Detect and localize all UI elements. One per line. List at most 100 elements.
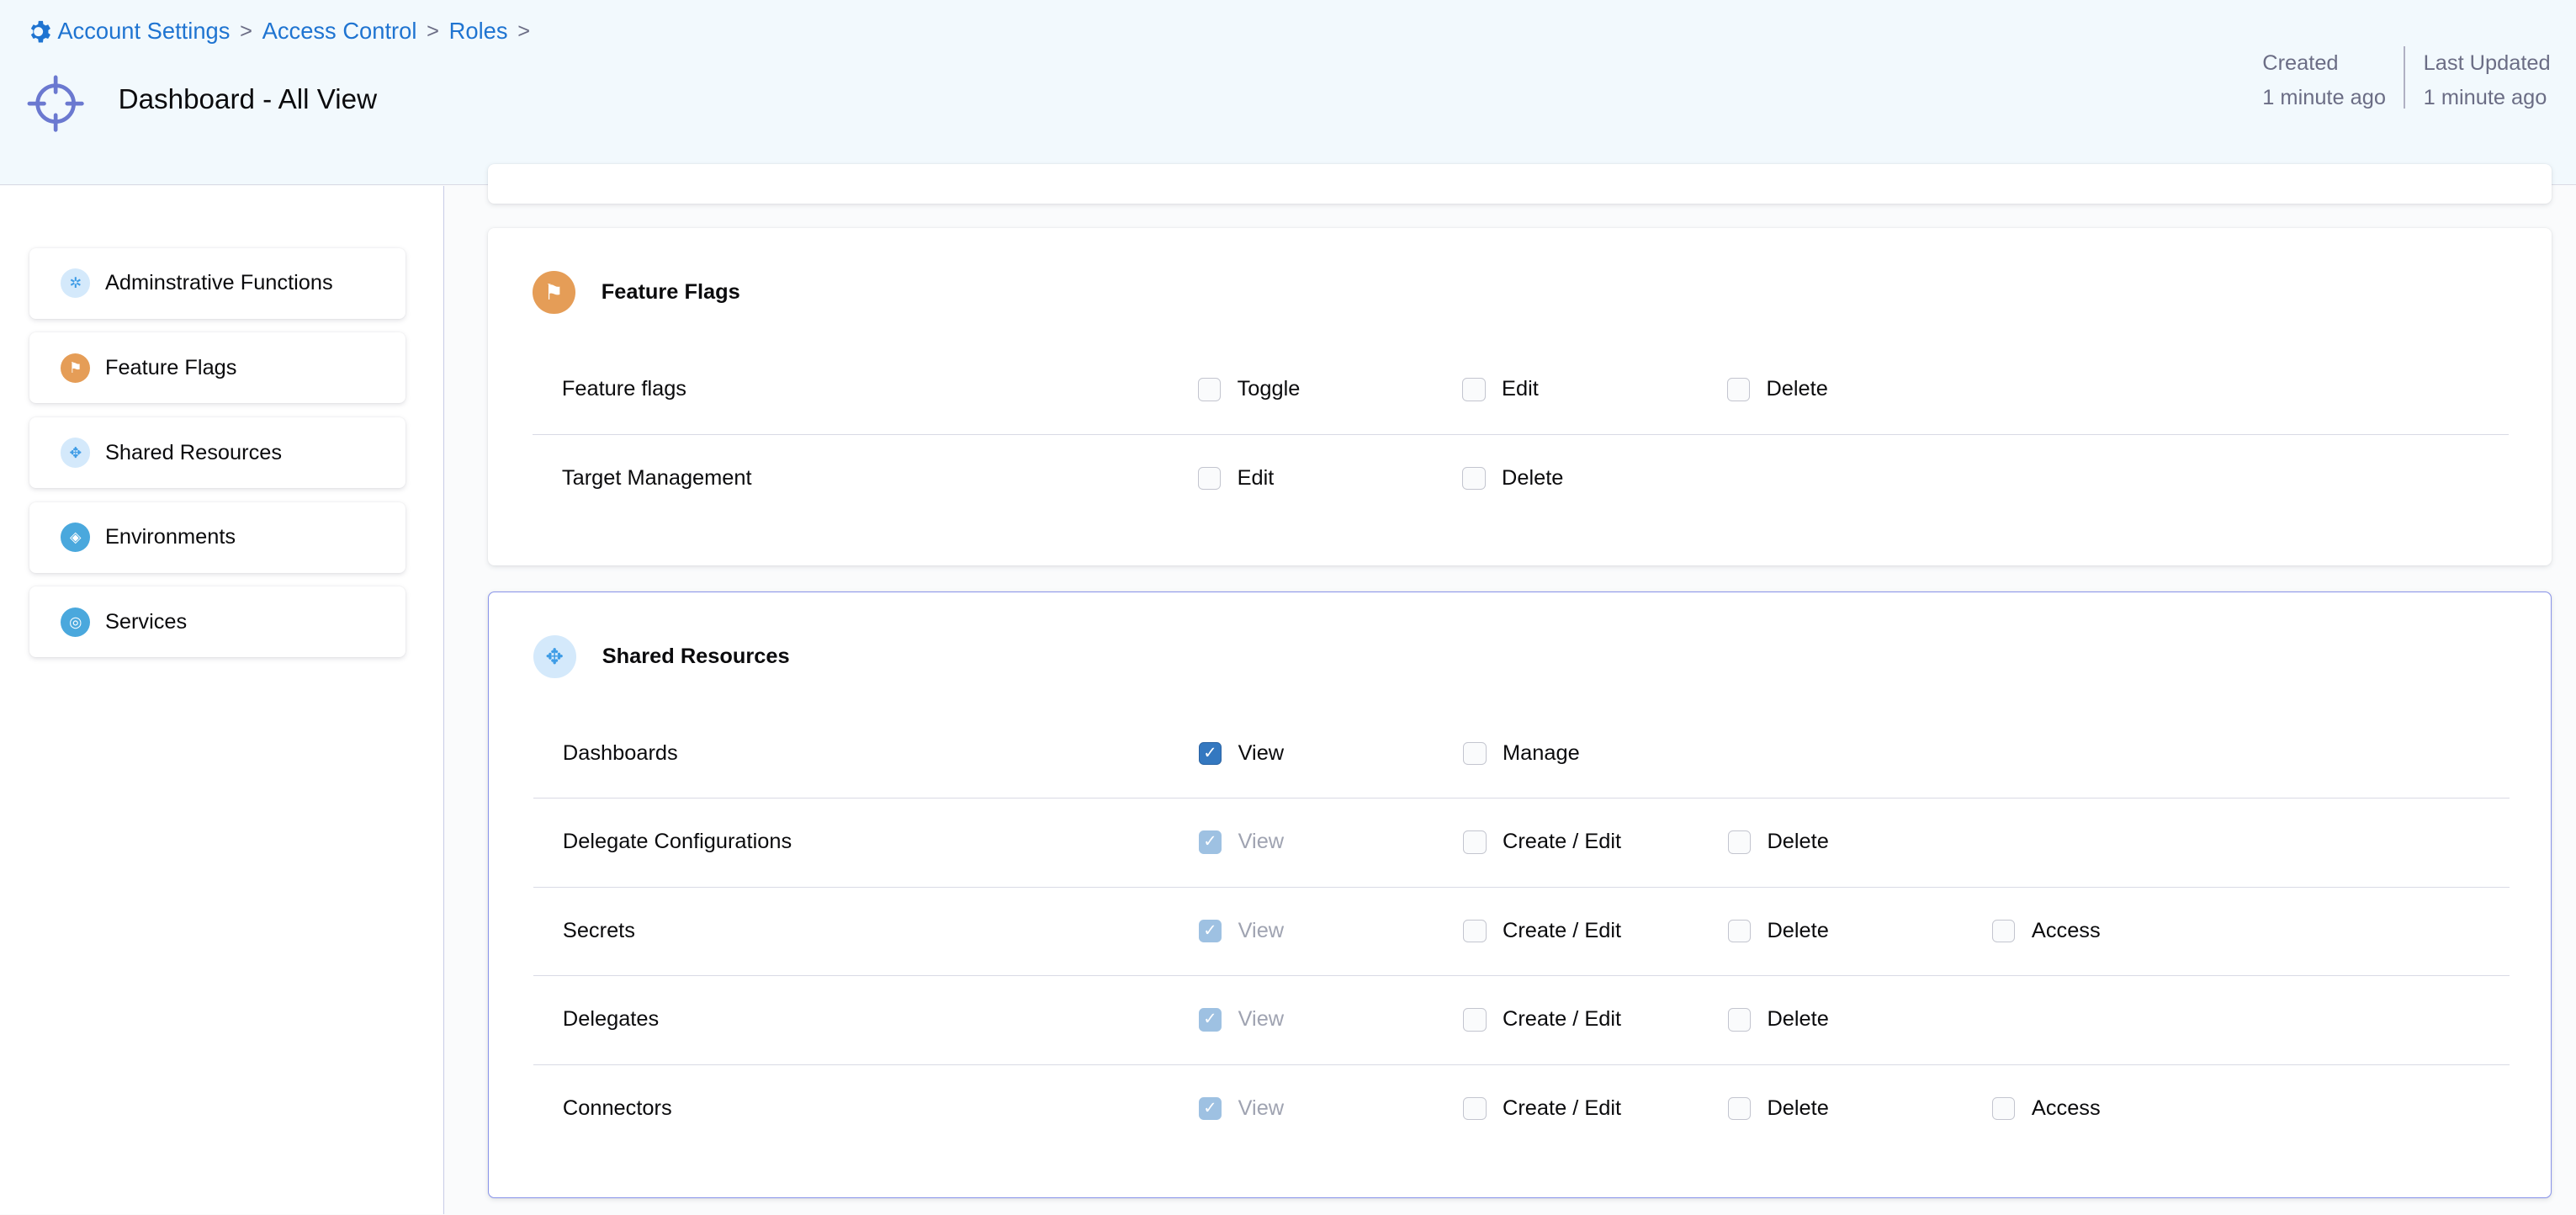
page-title: Dashboard - All View — [118, 83, 378, 115]
sidebar-item-label: Feature Flags — [104, 355, 237, 379]
checkbox-icon — [1463, 741, 1487, 766]
permission-checkbox-toggle[interactable]: Toggle — [1197, 345, 1301, 433]
permission-checkbox-create-edit[interactable]: Create / Edit — [1463, 887, 1621, 975]
sidebar-item-label: Environments — [104, 525, 236, 549]
permission-label: Create / Edit — [1503, 830, 1622, 854]
updated-value: 1 minute ago — [2423, 85, 2547, 109]
permission-label: Create / Edit — [1503, 918, 1622, 942]
permission-label: Delete — [1767, 918, 1829, 942]
card-header: ✥ Shared Resources — [533, 634, 790, 678]
permission-card-feature-flags: ⚑ Feature Flags Feature flags Toggle Edit Del… — [488, 228, 2552, 565]
sidebar-item-label: Adminstrative Functions — [104, 271, 333, 295]
sidebar-item-feature-flags[interactable]: ⚑ Feature Flags — [29, 332, 406, 404]
sidebar-item-label: Shared Resources — [104, 440, 283, 464]
permission-label: View — [1238, 740, 1285, 765]
permission-label: Delete — [1766, 377, 1828, 401]
permission-checkbox-create-edit[interactable]: Create / Edit — [1463, 975, 1621, 1064]
crosshair-icon — [27, 75, 84, 132]
card-title: Shared Resources — [602, 644, 790, 668]
permission-checkbox-delete[interactable]: Delete — [1727, 975, 1829, 1064]
checkbox-icon — [1463, 1096, 1487, 1120]
chevron-right-icon: > — [427, 19, 439, 43]
checkbox-icon — [1463, 830, 1487, 854]
permission-label: Delete — [1767, 1007, 1829, 1032]
permission-row: Feature flags Toggle Edit Delete — [532, 345, 2510, 435]
divider — [2404, 45, 2406, 109]
updated-info: Last Updated 1 minute ago — [2424, 46, 2551, 115]
permission-label: Manage — [1503, 740, 1580, 765]
permission-checkbox-delete[interactable]: Delete — [1462, 434, 1563, 523]
checkbox-icon — [1463, 919, 1487, 943]
permission-row: Dashboards ✓ View Manage — [533, 709, 2510, 799]
permission-row: Connectors ✓ View Create / Edit Delete Access — [533, 1064, 2510, 1153]
permission-checkbox-create-edit[interactable]: Create / Edit — [1463, 1064, 1621, 1153]
permission-checkbox-delete[interactable]: Delete — [1727, 798, 1829, 886]
permission-row: Delegates ✓ View Create / Edit Delete — [533, 975, 2510, 1065]
permission-checkbox-delete[interactable]: Delete — [1726, 345, 1828, 433]
permission-card-shared-resources: ✥ Shared Resources Dashboards ✓ View Manage De… — [488, 592, 2552, 1198]
sidebar-item-label: Services — [104, 609, 188, 634]
permission-label: Edit — [1237, 465, 1275, 490]
permission-label: Create / Edit — [1503, 1096, 1622, 1120]
checkbox-icon — [1992, 919, 2016, 943]
permission-label: Access — [2031, 918, 2101, 942]
permission-checkbox-delete[interactable]: Delete — [1727, 1064, 1829, 1153]
checkbox-icon — [1992, 1096, 2016, 1120]
checkbox-icon: ✓ — [1198, 1008, 1222, 1032]
flag-icon: ⚑ — [61, 353, 91, 384]
environment-icon: ◈ — [61, 523, 91, 553]
checkbox-icon — [1727, 919, 1751, 943]
permission-label: Create / Edit — [1503, 1007, 1622, 1032]
permission-checkbox-create-edit[interactable]: Create / Edit — [1463, 798, 1621, 886]
checkbox-icon — [1727, 830, 1751, 854]
card-title: Feature Flags — [601, 280, 740, 305]
checkbox-icon — [1197, 378, 1222, 401]
checkbox-icon: ✓ — [1198, 741, 1222, 766]
service-icon: ◎ — [61, 607, 91, 637]
permission-checkbox-edit[interactable]: Edit — [1462, 345, 1539, 433]
resource-label: Feature flags — [561, 377, 686, 401]
sidebar-item-adminstrative-functions[interactable]: ✲ Adminstrative Functions — [29, 247, 406, 319]
checkbox-icon — [1463, 1008, 1487, 1032]
created-label: Created — [2262, 50, 2339, 75]
permission-row: Secrets ✓ View Create / Edit Delete Access — [533, 887, 2510, 977]
permission-checkbox-access[interactable]: Access — [1992, 1064, 2101, 1153]
permission-label: Toggle — [1237, 377, 1301, 401]
permission-label: View — [1238, 1007, 1285, 1032]
gear-icon: ✲ — [61, 268, 91, 299]
card-header: ⚑ Feature Flags — [532, 271, 740, 314]
checkbox-icon — [1462, 378, 1486, 401]
sidebar-item-services[interactable]: ◎ Services — [29, 586, 406, 658]
resource-label: Target Management — [561, 465, 752, 490]
permission-label: Access — [2031, 1096, 2101, 1120]
checkbox-icon — [1726, 378, 1750, 401]
permission-label: View — [1238, 1096, 1285, 1120]
chevron-right-icon: > — [517, 19, 531, 43]
permission-checkbox-manage[interactable]: Manage — [1463, 709, 1580, 798]
permission-checkbox-view: ✓ View — [1198, 887, 1285, 975]
breadcrumb-access-control[interactable]: Access Control — [262, 18, 417, 45]
permission-checkbox-access[interactable]: Access — [1992, 887, 2101, 975]
checkbox-icon — [1197, 466, 1222, 490]
chevron-right-icon: > — [240, 19, 252, 43]
breadcrumb-account-settings[interactable]: Account Settings — [57, 18, 231, 45]
sidebar-item-environments[interactable]: ◈ Environments — [29, 501, 406, 573]
permission-row: Target Management Edit Delete — [533, 434, 2509, 523]
checkbox-icon: ✓ — [1198, 1096, 1222, 1120]
permission-checkbox-view: ✓ View — [1198, 975, 1285, 1064]
sidebar-item-shared-resources[interactable]: ✥ Shared Resources — [29, 417, 406, 489]
checkbox-icon — [1727, 1008, 1751, 1032]
gear-icon — [31, 20, 51, 43]
permission-label: Delete — [1502, 465, 1564, 490]
permission-label: Delete — [1767, 1096, 1829, 1120]
permission-checkbox-view[interactable]: ✓ View — [1198, 709, 1285, 798]
permission-row: Delegate Configurations ✓ View Create / Edi… — [533, 798, 2510, 888]
shared-icon: ✥ — [533, 634, 576, 678]
checkbox-icon: ✓ — [1198, 919, 1222, 943]
permission-label: View — [1238, 830, 1285, 854]
permission-label: View — [1238, 918, 1285, 942]
permission-checkbox-delete[interactable]: Delete — [1727, 887, 1829, 975]
breadcrumb-roles[interactable]: Roles — [448, 18, 508, 45]
permission-checkbox-edit[interactable]: Edit — [1197, 434, 1275, 523]
breadcrumb: Account Settings > Access Control > Role… — [26, 18, 540, 45]
